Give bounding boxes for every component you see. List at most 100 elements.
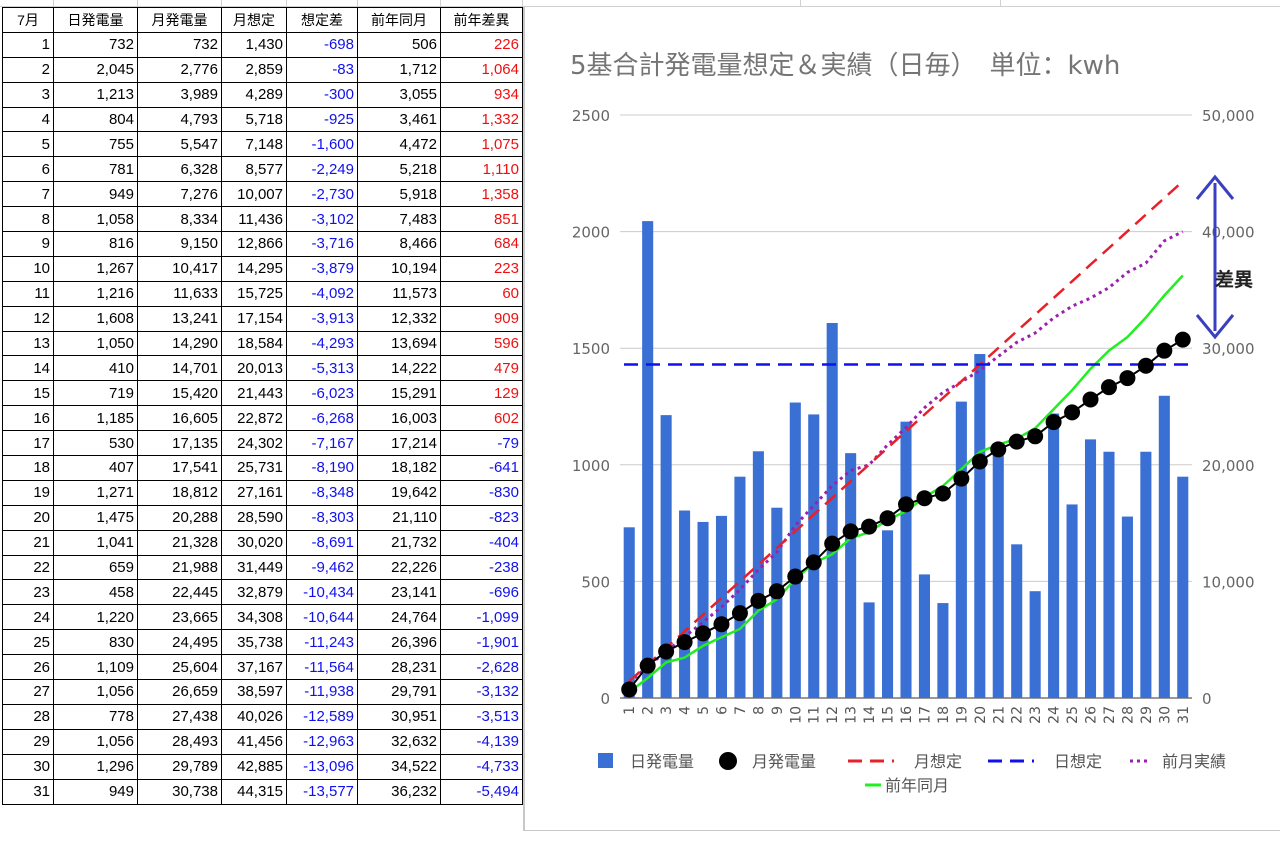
table-cell[interactable]: 602 xyxy=(440,405,523,432)
table-cell[interactable]: 19,642 xyxy=(357,479,441,506)
table-cell[interactable]: 41,456 xyxy=(221,728,287,755)
table-cell[interactable]: -5,313 xyxy=(286,355,358,382)
table-cell[interactable]: 40,026 xyxy=(221,703,287,730)
table-cell[interactable]: 10 xyxy=(2,255,54,282)
table-cell[interactable]: 26,659 xyxy=(137,679,222,705)
table-cell[interactable]: 13,694 xyxy=(357,330,441,357)
table-cell[interactable]: 732 xyxy=(53,31,138,58)
table-cell[interactable]: -2,249 xyxy=(286,156,358,183)
table-cell[interactable]: 2,776 xyxy=(137,56,222,83)
table-cell[interactable]: 32,632 xyxy=(357,728,441,755)
table-cell[interactable]: -3,716 xyxy=(286,231,358,257)
table-cell[interactable]: 530 xyxy=(53,430,138,457)
table-cell[interactable]: 7,276 xyxy=(137,181,222,208)
table-cell[interactable]: -6,023 xyxy=(286,380,358,407)
table-cell[interactable]: 14,222 xyxy=(357,355,441,382)
table-cell[interactable]: -10,644 xyxy=(286,604,358,631)
table-cell[interactable]: 29,789 xyxy=(137,753,222,780)
table-cell[interactable]: 7,148 xyxy=(221,131,287,158)
table-cell[interactable]: 1,185 xyxy=(53,405,138,432)
table-cell[interactable]: 18 xyxy=(2,455,54,481)
table-cell[interactable]: 129 xyxy=(440,380,523,407)
table-cell[interactable]: 816 xyxy=(53,231,138,257)
column-header[interactable]: 月想定 xyxy=(221,7,287,33)
table-cell[interactable]: 7 xyxy=(2,181,54,208)
table-cell[interactable]: -4,293 xyxy=(286,330,358,357)
table-cell[interactable]: 24,764 xyxy=(357,604,441,631)
table-cell[interactable]: 16,003 xyxy=(357,405,441,432)
table-cell[interactable]: 17,214 xyxy=(357,430,441,457)
table-cell[interactable]: 830 xyxy=(53,629,138,656)
table-cell[interactable]: 38,597 xyxy=(221,679,287,705)
table-cell[interactable]: 3,461 xyxy=(357,106,441,133)
table-cell[interactable]: 13 xyxy=(2,330,54,357)
table-cell[interactable]: -3,513 xyxy=(440,703,523,730)
table-cell[interactable]: -11,938 xyxy=(286,679,358,705)
table-cell[interactable]: 28,493 xyxy=(137,728,222,755)
table-cell[interactable]: 15,420 xyxy=(137,380,222,407)
table-cell[interactable]: 11 xyxy=(2,280,54,307)
table-cell[interactable]: 1,608 xyxy=(53,305,138,332)
table-cell[interactable]: -1,901 xyxy=(440,629,523,656)
table-cell[interactable]: -8,691 xyxy=(286,529,358,556)
table-cell[interactable]: 19 xyxy=(2,479,54,506)
table-cell[interactable]: 24,302 xyxy=(221,430,287,457)
table-cell[interactable]: 1 xyxy=(2,31,54,58)
table-cell[interactable]: 11,436 xyxy=(221,206,287,233)
table-cell[interactable]: 6 xyxy=(2,156,54,183)
table-cell[interactable]: 29 xyxy=(2,728,54,755)
table-cell[interactable]: 37,167 xyxy=(221,654,287,681)
table-cell[interactable]: 18,812 xyxy=(137,479,222,506)
table-cell[interactable]: 17 xyxy=(2,430,54,457)
table-cell[interactable]: 21,110 xyxy=(357,504,441,531)
table-cell[interactable]: -2,730 xyxy=(286,181,358,208)
table-cell[interactable]: 21,988 xyxy=(137,554,222,581)
table-cell[interactable]: 1,050 xyxy=(53,330,138,357)
table-cell[interactable]: 1,220 xyxy=(53,604,138,631)
table-cell[interactable]: 30,020 xyxy=(221,529,287,556)
table-cell[interactable]: -1,099 xyxy=(440,604,523,631)
table-cell[interactable]: 1,213 xyxy=(53,81,138,108)
table-cell[interactable]: -2,628 xyxy=(440,654,523,681)
table-cell[interactable]: 23,665 xyxy=(137,604,222,631)
table-cell[interactable]: 5,918 xyxy=(357,181,441,208)
table-cell[interactable]: 15,291 xyxy=(357,380,441,407)
table-cell[interactable]: 1,041 xyxy=(53,529,138,556)
table-cell[interactable]: -830 xyxy=(440,479,523,506)
table-cell[interactable]: -925 xyxy=(286,106,358,133)
table-cell[interactable]: -12,589 xyxy=(286,703,358,730)
table-cell[interactable]: 8,334 xyxy=(137,206,222,233)
table-cell[interactable]: 1,064 xyxy=(440,56,523,83)
table-cell[interactable]: 719 xyxy=(53,380,138,407)
table-cell[interactable]: 8 xyxy=(2,206,54,233)
table-cell[interactable]: 804 xyxy=(53,106,138,133)
table-cell[interactable]: 458 xyxy=(53,579,138,606)
table-cell[interactable]: 5,218 xyxy=(357,156,441,183)
table-cell[interactable]: -79 xyxy=(440,430,523,457)
table-cell[interactable]: 25,731 xyxy=(221,455,287,481)
table-cell[interactable]: 32,879 xyxy=(221,579,287,606)
table-cell[interactable]: -8,348 xyxy=(286,479,358,506)
table-cell[interactable]: 596 xyxy=(440,330,523,357)
table-cell[interactable]: 12 xyxy=(2,305,54,332)
table-cell[interactable]: 781 xyxy=(53,156,138,183)
table-cell[interactable]: 4,793 xyxy=(137,106,222,133)
table-cell[interactable]: 28 xyxy=(2,703,54,730)
table-cell[interactable]: 3 xyxy=(2,81,54,108)
column-header[interactable]: 想定差 xyxy=(286,7,358,33)
table-cell[interactable]: -3,132 xyxy=(440,679,523,705)
table-cell[interactable]: 1,271 xyxy=(53,479,138,506)
table-cell[interactable]: 11,633 xyxy=(137,280,222,307)
table-cell[interactable]: 24,495 xyxy=(137,629,222,656)
table-cell[interactable]: 659 xyxy=(53,554,138,581)
table-cell[interactable]: -641 xyxy=(440,455,523,481)
table-cell[interactable]: 4,472 xyxy=(357,131,441,158)
table-cell[interactable]: -11,564 xyxy=(286,654,358,681)
table-cell[interactable]: 27,438 xyxy=(137,703,222,730)
table-cell[interactable]: 12,332 xyxy=(357,305,441,332)
table-cell[interactable]: -83 xyxy=(286,56,358,83)
table-cell[interactable]: 16 xyxy=(2,405,54,432)
table-cell[interactable]: 60 xyxy=(440,280,523,307)
table-cell[interactable]: 9,150 xyxy=(137,231,222,257)
table-cell[interactable]: 36,232 xyxy=(357,778,441,805)
